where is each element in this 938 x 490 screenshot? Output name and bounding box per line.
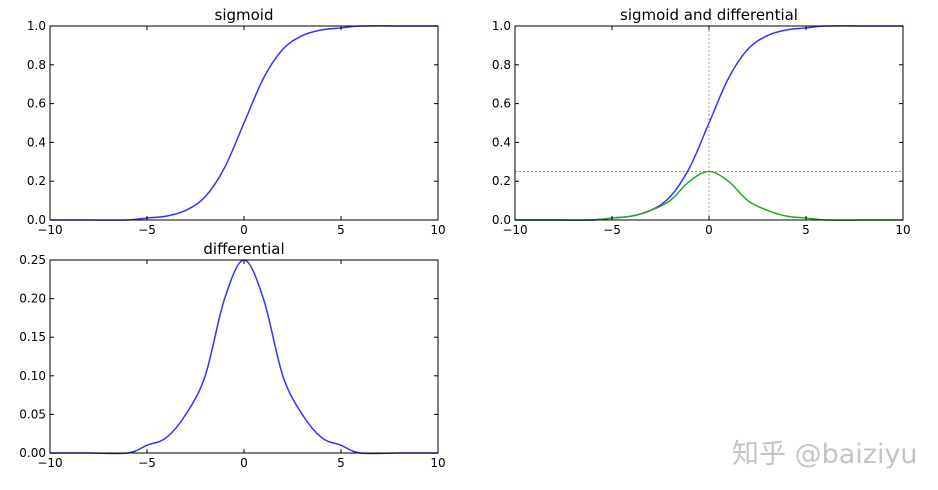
series-line-1 bbox=[50, 25, 438, 221]
y-tick-label: 0.6 bbox=[27, 97, 46, 111]
subplot-title: sigmoid bbox=[215, 6, 274, 24]
x-tick-label: 5 bbox=[337, 456, 345, 470]
y-tick-label: 0.2 bbox=[27, 174, 46, 188]
subplot-1: sigmoid −10 −5 0 5 10 0.0 0.2 0.4 0.6 0.8 1.0 bbox=[27, 6, 446, 237]
x-tick-label: −5 bbox=[603, 223, 621, 237]
x-tick-label: −10 bbox=[37, 223, 62, 237]
y-tick-label: 0.00 bbox=[19, 446, 46, 460]
y-tick-label: 0.8 bbox=[492, 58, 511, 72]
y-tick-label: 1.0 bbox=[27, 19, 46, 33]
y-tick-label: 0.05 bbox=[19, 407, 46, 421]
x-tick-label: 10 bbox=[430, 456, 445, 470]
series-line-1 bbox=[50, 259, 438, 455]
y-tick-label: 0.0 bbox=[492, 213, 511, 227]
x-tick-label: 10 bbox=[430, 223, 445, 237]
y-tick-label: 0.15 bbox=[19, 330, 46, 344]
subplot-2: sigmoid and differential −10 −5 0 5 10 0.0 0.2 0… bbox=[492, 6, 911, 237]
x-tick-label: −5 bbox=[138, 223, 156, 237]
y-tick-label: 0.10 bbox=[19, 369, 46, 383]
x-tick-label: 0 bbox=[240, 456, 248, 470]
y-tick-label: 0.6 bbox=[492, 97, 511, 111]
y-tick-label: 0.25 bbox=[19, 253, 46, 267]
subplot-title: sigmoid and differential bbox=[620, 6, 798, 24]
watermark: 知乎 @baiziyu bbox=[732, 439, 918, 470]
x-tick-label: −5 bbox=[138, 456, 156, 470]
subplot-title: differential bbox=[203, 240, 284, 258]
x-tick-label: 10 bbox=[895, 223, 910, 237]
y-tick-label: 0.20 bbox=[19, 292, 46, 306]
y-tick-label: 0.8 bbox=[27, 58, 46, 72]
x-tick-label: 0 bbox=[705, 223, 713, 237]
y-tick-label: 0.0 bbox=[27, 213, 46, 227]
x-tick-label: −10 bbox=[502, 223, 527, 237]
y-tick-label: 1.0 bbox=[492, 19, 511, 33]
y-tick-label: 0.4 bbox=[492, 135, 511, 149]
axes-frame bbox=[49, 259, 439, 454]
x-tick-label: −10 bbox=[37, 456, 62, 470]
subplot-3: differential −10 −5 0 5 10 0.00 0.05 0.10 0.15 0.2… bbox=[19, 240, 445, 470]
series-line-2 bbox=[515, 170, 903, 221]
y-tick-label: 0.2 bbox=[492, 174, 511, 188]
x-tick-label: 5 bbox=[802, 223, 810, 237]
y-tick-label: 0.4 bbox=[27, 135, 46, 149]
x-tick-label: 0 bbox=[240, 223, 248, 237]
x-tick-label: 5 bbox=[337, 223, 345, 237]
